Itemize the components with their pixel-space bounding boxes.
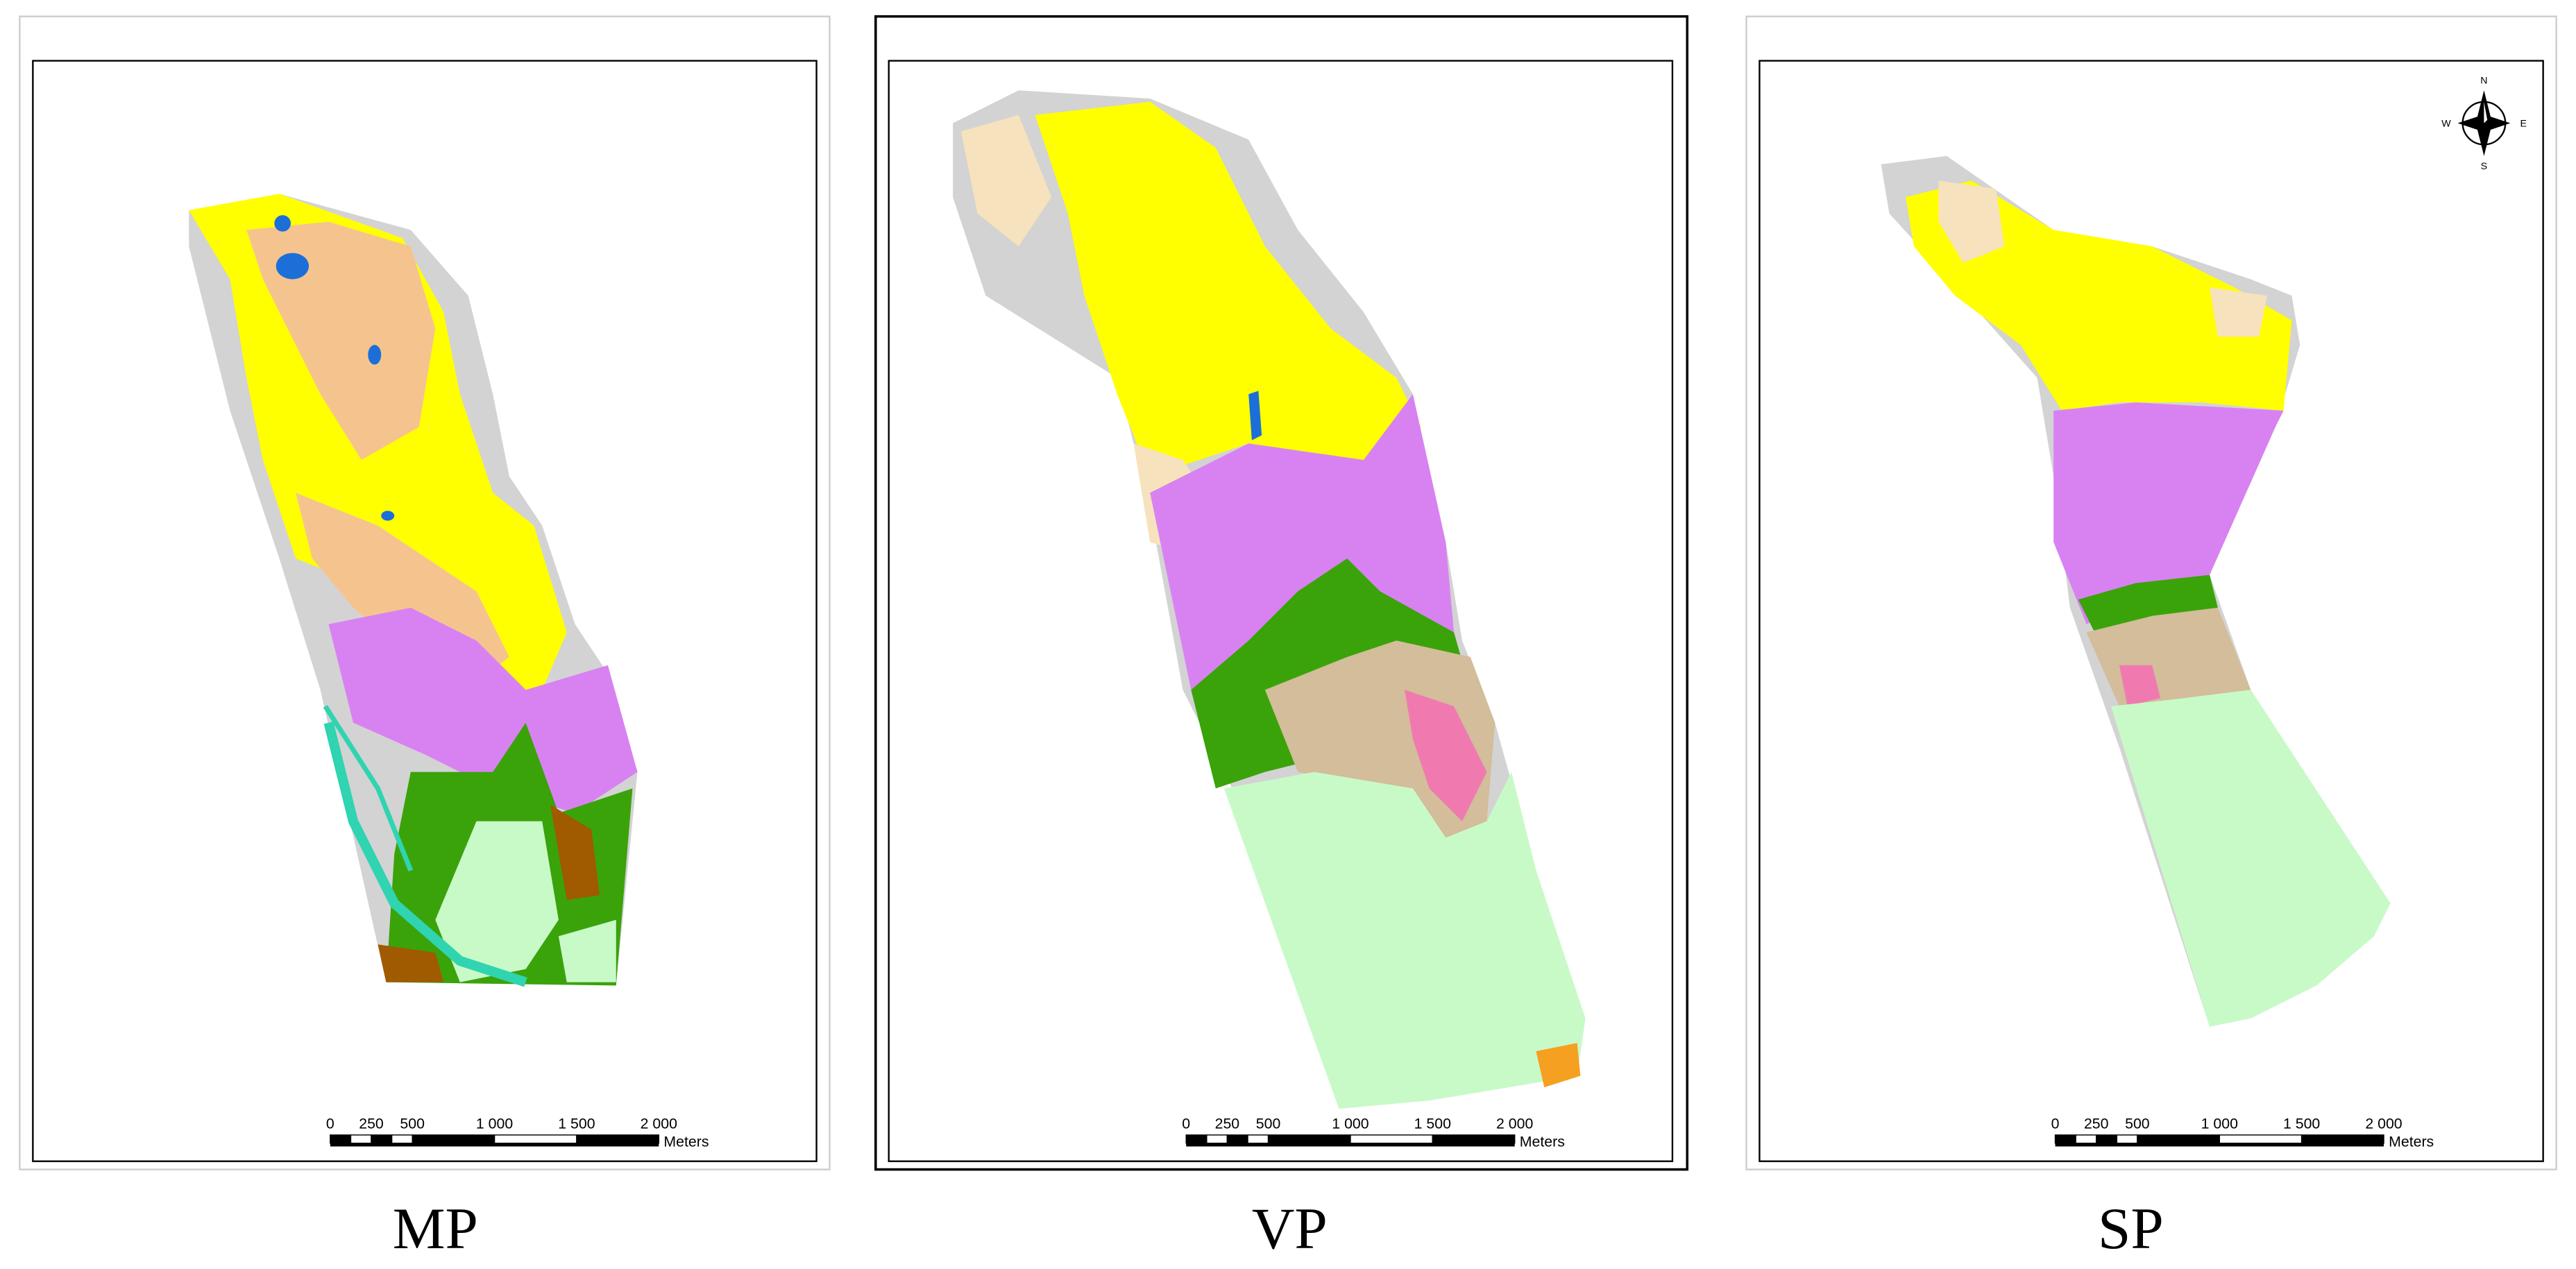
map-panel-mp-shape	[378, 944, 444, 982]
scale-bar-segment	[1350, 1134, 1434, 1144]
scale-bar-label: 1 500	[2283, 1115, 2320, 1132]
map-panel-mp-shape	[246, 221, 436, 460]
scale-bar-label: 500	[400, 1115, 425, 1132]
map-panel-sp-shape	[2053, 402, 2284, 624]
scale-bar-segment	[2055, 1143, 2384, 1147]
map-panel-mp	[19, 15, 831, 1170]
scale-bar-label: 2 000	[1496, 1115, 1533, 1132]
scale-bar-segment	[412, 1134, 495, 1144]
map-panel-vp-shape	[1248, 391, 1262, 441]
scale-bar-segment	[2096, 1134, 2118, 1144]
scale-bar-segment	[1226, 1134, 1248, 1144]
scale-bar-unit: Meters	[663, 1133, 709, 1150]
map-panel-sp-shape	[2111, 690, 2391, 1027]
compass-shape	[2484, 101, 2488, 124]
scale-bar-label: 1 500	[558, 1115, 595, 1132]
scale-bar-segment	[1432, 1134, 1516, 1144]
compass-label: N	[2480, 76, 2487, 87]
compass-label: W	[2441, 118, 2451, 129]
map-panel-mp-shape	[276, 253, 310, 280]
panel-label: MP	[393, 1196, 478, 1261]
map-panel-mp-shape	[323, 705, 414, 872]
scale-bar-label: 0	[326, 1115, 334, 1132]
scale-bar-segment	[1185, 1134, 1208, 1144]
scale-bar-segment	[2116, 1134, 2138, 1144]
map-panel-mp-shape	[558, 919, 616, 982]
map-panel-vp-shape	[960, 114, 1052, 247]
scale-bar-segment	[1247, 1134, 1269, 1144]
map-panel-mp-shape	[323, 721, 527, 987]
scale-bar-segment	[350, 1134, 372, 1144]
scale-bar-label: 0	[1182, 1115, 1190, 1132]
scale-bar-label: 500	[1256, 1115, 1281, 1132]
map-panel-sp-shape	[1938, 180, 2005, 263]
map-panel-vp-shape	[1405, 690, 1487, 821]
scale-bar-segment	[330, 1134, 352, 1144]
map-panel-sp-shape	[2078, 574, 2218, 633]
map-panel-vp-shape	[1536, 1043, 1581, 1088]
scale-bar-segment	[2219, 1134, 2303, 1144]
map-panel-mp-shape	[550, 804, 600, 901]
compass-label: S	[2481, 161, 2487, 172]
scale-bar-segment	[1267, 1134, 1351, 1144]
scale-bar-label: 1 000	[476, 1115, 513, 1132]
scale-bar-label: 1 500	[1414, 1115, 1451, 1132]
panel-label: SP	[2098, 1196, 2164, 1261]
compass-label: E	[2520, 118, 2526, 129]
scale-bar-label: 2 000	[2365, 1115, 2402, 1132]
map-panel-sp-shape	[2119, 665, 2161, 706]
map-panel-vp-shape	[1035, 101, 1421, 477]
scale-bar-label: 250	[1215, 1115, 1240, 1132]
scale-bar-segment	[2075, 1134, 2097, 1144]
scale-bar-segment	[2054, 1134, 2076, 1144]
map-panel-sp	[1745, 15, 2557, 1170]
map-panel-mp-shape	[435, 821, 559, 982]
scale-bar-segment	[493, 1134, 577, 1144]
scale-bar-segment	[1206, 1134, 1228, 1144]
map-panel-mp-shape	[368, 345, 382, 365]
scale-bar-segment	[371, 1134, 393, 1144]
scale-bar-segment	[2300, 1134, 2384, 1144]
map-panel-vp	[874, 15, 1689, 1171]
scale-bar-label: 500	[2125, 1115, 2150, 1132]
scale-bar-segment	[330, 1143, 659, 1147]
compass	[2457, 90, 2511, 156]
scale-bar-segment	[1186, 1143, 1515, 1147]
map-panel-mp-shape	[328, 607, 638, 813]
scale-bar-unit: Meters	[2389, 1133, 2434, 1150]
map-panel-vp-shape	[1223, 772, 1586, 1109]
scale-bar-unit: Meters	[1520, 1133, 1565, 1150]
scale-bar-segment	[2137, 1134, 2220, 1144]
scale-bar-segment	[576, 1134, 660, 1144]
map-panel-mp-shape	[274, 215, 291, 232]
scale-bar-label: 250	[2084, 1115, 2109, 1132]
map-panel-mp-shape	[381, 511, 395, 521]
scale-bar-label: 1 000	[1332, 1115, 1368, 1132]
scale-bar-label: 0	[2051, 1115, 2060, 1132]
scale-bar-label: 2 000	[641, 1115, 677, 1132]
map-panel-sp-shape	[2210, 287, 2267, 337]
scale-bar-label: 250	[359, 1115, 384, 1132]
scale-bar-label: 1 000	[2201, 1115, 2238, 1132]
scale-bar-segment	[391, 1134, 413, 1144]
panel-label: VP	[1252, 1196, 1328, 1261]
